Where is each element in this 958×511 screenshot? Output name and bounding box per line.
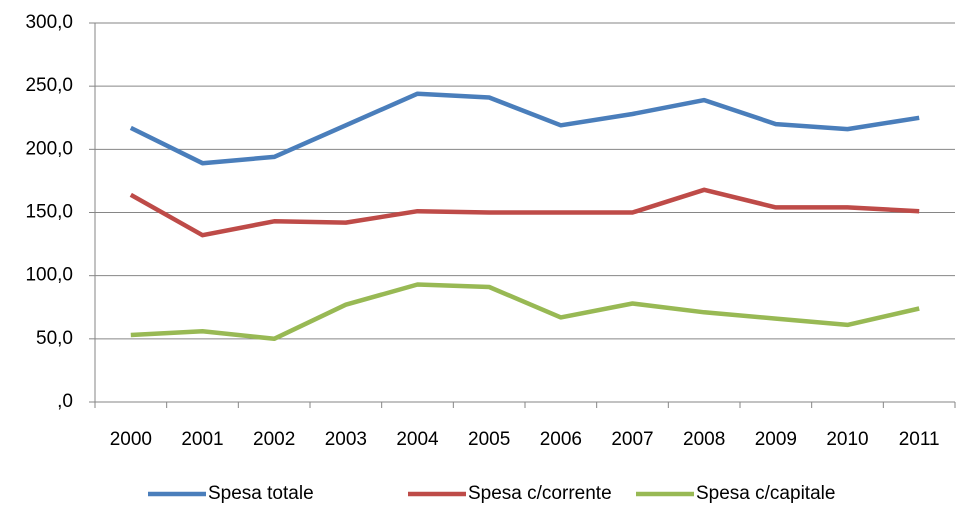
y-tick-label: 50,0 <box>36 328 73 349</box>
y-tick-label: ,0 <box>57 391 73 412</box>
x-tick-label: 2009 <box>755 429 797 450</box>
y-tick-label: 100,0 <box>25 265 73 286</box>
x-tick-label: 2010 <box>826 429 868 450</box>
x-tick-label: 2002 <box>253 429 295 450</box>
series-line <box>130 282 920 342</box>
y-tick-label: 150,0 <box>25 202 73 223</box>
x-tick-label: 2003 <box>325 429 367 450</box>
legend-label: Spesa c/capitale <box>696 483 835 504</box>
x-tick-label: 2008 <box>683 429 725 450</box>
legend-label: Spesa totale <box>208 483 314 504</box>
y-tick-label: 300,0 <box>25 12 73 33</box>
y-tick-label: 250,0 <box>25 75 73 96</box>
x-tick-label: 2007 <box>611 429 653 450</box>
x-tick-label: 2006 <box>540 429 582 450</box>
x-tick-label: 2001 <box>181 429 223 450</box>
x-tick-label: 2004 <box>396 429 439 450</box>
series-line <box>129 187 920 238</box>
x-tick-label: 2000 <box>110 429 152 450</box>
series-line <box>129 91 920 166</box>
legend-label: Spesa c/corrente <box>468 483 612 504</box>
y-tick-label: 200,0 <box>25 138 73 159</box>
x-tick-label: 2005 <box>468 429 510 450</box>
x-tick-label: 2011 <box>899 429 940 450</box>
